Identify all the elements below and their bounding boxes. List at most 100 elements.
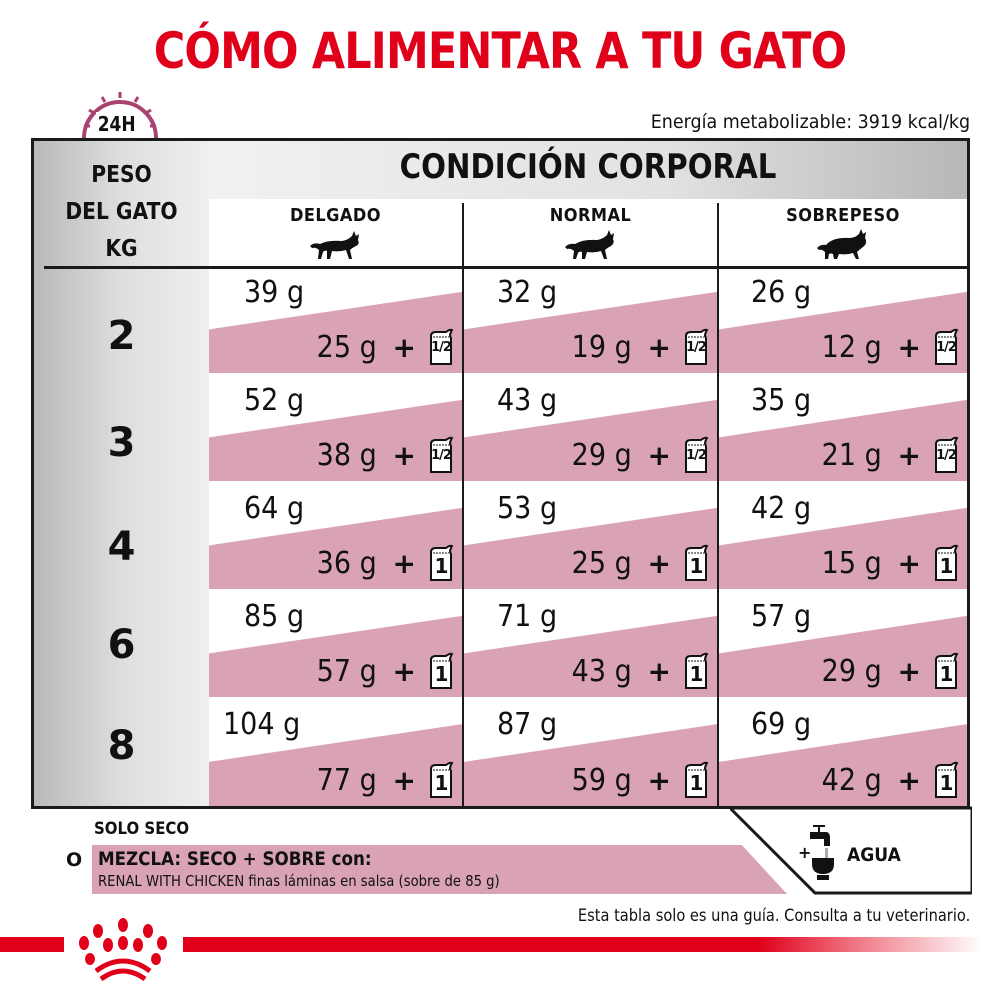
table-cell: 71 g 43 g + 1 bbox=[464, 593, 717, 697]
table-cell: 42 g 15 g + 1 bbox=[719, 485, 967, 589]
pouch-fraction: 1 bbox=[434, 662, 449, 686]
legend-dry-only: SOLO SECO bbox=[94, 819, 190, 839]
dry-amount: 35 g bbox=[751, 383, 812, 418]
pouch-icon: 1 bbox=[428, 651, 454, 691]
dry-amount: 85 g bbox=[244, 599, 305, 634]
brand-stripe-right bbox=[183, 937, 983, 952]
pouch-icon: 1 bbox=[683, 543, 709, 583]
column-header-overweight: SOBREPESO bbox=[719, 199, 967, 266]
dry-amount: 52 g bbox=[244, 383, 305, 418]
plus-sign: + bbox=[647, 546, 671, 580]
table-cell: 26 g 12 g + 1/2 bbox=[719, 269, 967, 373]
column-label: DELGADO bbox=[289, 205, 382, 226]
table-cell: 35 g 21 g + 1/2 bbox=[719, 377, 967, 481]
pouch-icon: 1 bbox=[683, 760, 709, 800]
mix-amount: 25 g bbox=[316, 329, 377, 365]
pouch-fraction: 1 bbox=[689, 771, 704, 795]
pouch-fraction: 1/2 bbox=[686, 448, 707, 463]
weight-header-line: KG bbox=[105, 236, 138, 262]
water-label: AGUA bbox=[847, 844, 901, 866]
weight-header: PESO DEL GATO KG bbox=[34, 157, 209, 268]
table-cell: 64 g 36 g + 1 bbox=[209, 485, 462, 589]
mix-amount: 36 g bbox=[316, 545, 377, 581]
row-weight-8: 8 bbox=[107, 723, 136, 769]
pouch-fraction: 1/2 bbox=[936, 340, 957, 355]
row-weight-2: 2 bbox=[107, 313, 136, 359]
mix-amount: 15 g bbox=[821, 545, 882, 581]
pouch-icon: 1 bbox=[933, 651, 959, 691]
plus-sign: + bbox=[392, 546, 416, 580]
plus-sign: + bbox=[392, 438, 416, 472]
table-cell: 69 g 42 g + 1 bbox=[719, 701, 967, 806]
pouch-icon: 1 bbox=[933, 543, 959, 583]
feeding-table: CONDICIÓN CORPORAL PESO DEL GATO KG DELG… bbox=[31, 138, 970, 809]
dry-amount: 69 g bbox=[751, 707, 812, 742]
header-divider bbox=[44, 266, 967, 269]
pouch-icon: 1/2 bbox=[428, 327, 454, 367]
pouch-fraction: 1 bbox=[689, 554, 704, 578]
page-title: CÓMO ALIMENTAR A TU GATO bbox=[153, 22, 847, 80]
pouch-fraction: 1/2 bbox=[431, 340, 452, 355]
thin-cat-icon bbox=[309, 231, 359, 259]
mix-amount: 43 g bbox=[571, 653, 632, 689]
plus-sign: + bbox=[647, 330, 671, 364]
overweight-cat-icon bbox=[817, 229, 867, 259]
dry-amount: 26 g bbox=[751, 275, 812, 310]
legend-mix-title: MEZCLA: SECO + SOBRE con: bbox=[98, 848, 372, 870]
column-header-thin: DELGADO bbox=[209, 199, 462, 266]
dry-amount: 43 g bbox=[497, 383, 558, 418]
dry-amount: 32 g bbox=[497, 275, 558, 310]
table-cell: 39 g 25 g + 1/2 bbox=[209, 269, 462, 373]
mix-amount: 59 g bbox=[571, 762, 632, 798]
plus-sign: + bbox=[392, 330, 416, 364]
column-header-normal: NORMAL bbox=[464, 199, 717, 266]
pouch-icon: 1/2 bbox=[933, 435, 959, 475]
weight-header-line: DEL GATO bbox=[65, 199, 178, 225]
mix-amount: 42 g bbox=[821, 762, 882, 798]
table-cell: 52 g 38 g + 1/2 bbox=[209, 377, 462, 481]
row-weight-4: 4 bbox=[107, 524, 136, 570]
product-detail: finas láminas en salsa (sobre de 85 g) bbox=[244, 872, 500, 890]
clock-24h-icon bbox=[82, 92, 158, 139]
energy-value: Energía metabolizable: 3919 kcal/kg bbox=[650, 111, 970, 133]
dry-amount: 87 g bbox=[497, 707, 558, 742]
mix-amount: 25 g bbox=[571, 545, 632, 581]
brand-stripe-left bbox=[0, 937, 64, 952]
plus-sign: + bbox=[897, 330, 921, 364]
svg-text:+: + bbox=[798, 843, 811, 862]
pouch-fraction: 1 bbox=[939, 771, 954, 795]
column-divider bbox=[462, 203, 464, 806]
water-box: + bbox=[730, 806, 972, 895]
plus-sign: + bbox=[392, 763, 416, 797]
dry-amount: 53 g bbox=[497, 491, 558, 526]
column-divider bbox=[717, 203, 719, 806]
mix-amount: 19 g bbox=[571, 329, 632, 365]
clock-label: 24H bbox=[96, 112, 138, 136]
plus-sign: + bbox=[392, 654, 416, 688]
pouch-icon: 1 bbox=[428, 543, 454, 583]
table-cell: 87 g 59 g + 1 bbox=[464, 701, 717, 806]
pouch-icon: 1/2 bbox=[683, 327, 709, 367]
plus-sign: + bbox=[647, 763, 671, 797]
table-cell: 85 g 57 g + 1 bbox=[209, 593, 462, 697]
mix-amount: 29 g bbox=[571, 437, 632, 473]
dry-amount: 39 g bbox=[244, 275, 305, 310]
pouch-fraction: 1 bbox=[434, 771, 449, 795]
legend-or: O bbox=[66, 849, 83, 871]
mix-amount: 21 g bbox=[821, 437, 882, 473]
pouch-fraction: 1 bbox=[939, 554, 954, 578]
water-tap-icon: + bbox=[798, 825, 834, 880]
dry-amount: 104 g bbox=[223, 707, 301, 742]
row-weight-6: 6 bbox=[107, 622, 136, 668]
plus-sign: + bbox=[897, 654, 921, 688]
dry-amount: 71 g bbox=[497, 599, 558, 634]
plus-sign: + bbox=[897, 438, 921, 472]
pouch-icon: 1/2 bbox=[428, 435, 454, 475]
pouch-icon: 1 bbox=[428, 760, 454, 800]
column-label: SOBREPESO bbox=[786, 205, 900, 226]
row-weight-3: 3 bbox=[107, 420, 136, 466]
condition-header: CONDICIÓN CORPORAL bbox=[399, 147, 777, 187]
header-band bbox=[209, 141, 967, 199]
weight-header-line: PESO bbox=[91, 162, 152, 188]
mix-amount: 38 g bbox=[316, 437, 377, 473]
